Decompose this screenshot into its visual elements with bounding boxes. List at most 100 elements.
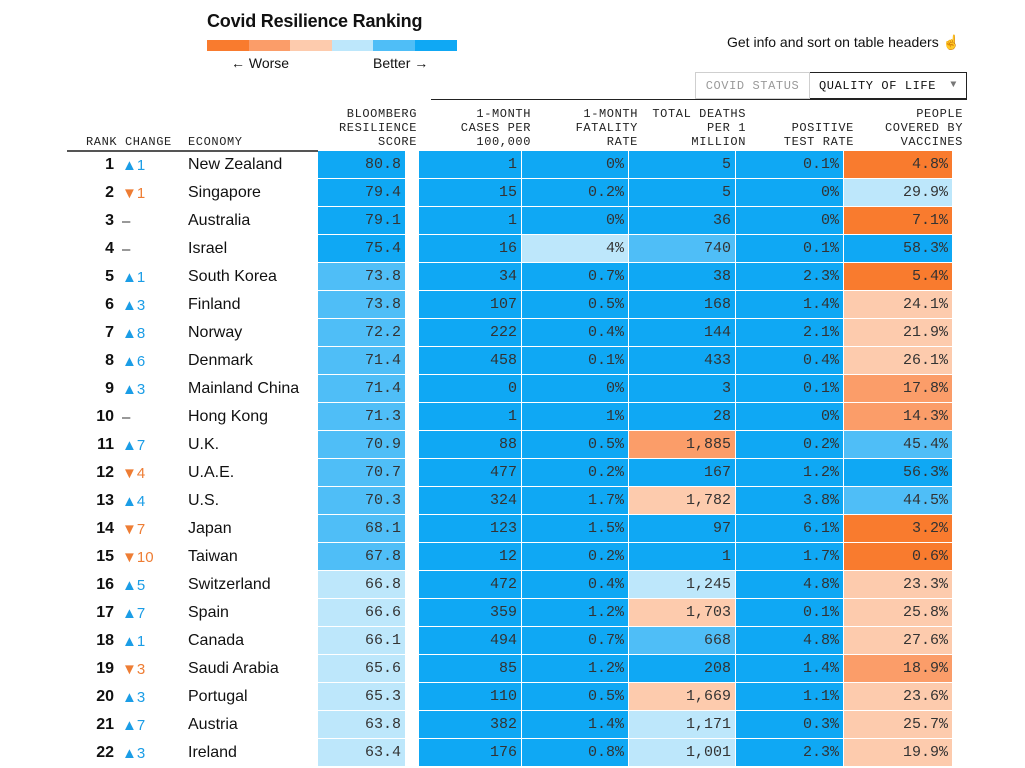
fatality-cell: 0.7% <box>522 263 629 291</box>
positive-cell: 0.1% <box>736 599 844 627</box>
vaccines-cell: 5.4% <box>844 263 953 291</box>
table-row: 14 ▼7 Japan 68.1 123 1.5% 97 6.1% 3.2% <box>0 515 953 543</box>
change-cell: ▲7 <box>122 604 146 622</box>
positive-cell: 0% <box>736 207 844 235</box>
fatality-cell: 4% <box>522 235 629 263</box>
positive-cell: 4.8% <box>736 571 844 599</box>
cases-cell: 382 <box>419 711 522 739</box>
deaths-cell: 5 <box>629 179 736 207</box>
column-header-economy[interactable]: ECONOMY <box>188 135 243 149</box>
vaccines-cell: 25.7% <box>844 711 953 739</box>
header-rule <box>431 99 967 100</box>
rank-cell: 9 <box>105 380 114 397</box>
column-header-resilience-score[interactable]: BLOOMBERG RESILIENCE SCORE <box>338 107 417 149</box>
cases-cell: 123 <box>419 515 522 543</box>
cases-cell: 1 <box>419 151 522 179</box>
scale-swatch <box>248 40 291 51</box>
positive-cell: 0.1% <box>736 235 844 263</box>
table-row: 4– Israel 75.4 16 4% 740 0.1% 58.3% <box>0 235 953 263</box>
vaccines-cell: 25.8% <box>844 599 953 627</box>
change-cell: ▼1 <box>122 184 146 202</box>
vaccines-cell: 23.6% <box>844 683 953 711</box>
column-header-change[interactable]: CHANGE <box>125 135 172 149</box>
deaths-cell: 36 <box>629 207 736 235</box>
rank-cell: 21 <box>96 716 114 733</box>
rank-cell: 14 <box>96 520 114 537</box>
deaths-cell: 1,703 <box>629 599 736 627</box>
cases-cell: 107 <box>419 291 522 319</box>
positive-cell: 4.8% <box>736 627 844 655</box>
economy-cell: Hong Kong <box>188 408 269 425</box>
column-header-deaths[interactable]: TOTAL DEATHS PER 1 MILLION <box>652 107 746 149</box>
fatality-cell: 0.5% <box>522 431 629 459</box>
economy-cell: Australia <box>188 212 251 229</box>
vaccines-cell: 3.2% <box>844 515 953 543</box>
view-tabs: COVID STATUS QUALITY OF LIFE ▼ <box>695 72 967 99</box>
fatality-cell: 0.7% <box>522 627 629 655</box>
tab-covid-status[interactable]: COVID STATUS <box>695 72 810 99</box>
positive-cell: 1.4% <box>736 291 844 319</box>
fatality-cell: 1.2% <box>522 655 629 683</box>
deaths-cell: 5 <box>629 151 736 179</box>
deaths-cell: 168 <box>629 291 736 319</box>
score-cell: 63.8 <box>318 711 419 739</box>
change-cell: ▼10 <box>122 548 154 566</box>
rank-cell: 13 <box>96 492 114 509</box>
economy-cell: South Korea <box>188 268 277 285</box>
change-cell: ▲3 <box>122 744 146 762</box>
table-row: 7 ▲8 Norway 72.2 222 0.4% 144 2.1% 21.9% <box>0 319 953 347</box>
deaths-cell: 1,001 <box>629 739 736 767</box>
positive-cell: 1.7% <box>736 543 844 571</box>
vaccines-cell: 0.6% <box>844 543 953 571</box>
deaths-cell: 668 <box>629 627 736 655</box>
fatality-cell: 0.5% <box>522 291 629 319</box>
deaths-cell: 3 <box>629 375 736 403</box>
economy-cell: Austria <box>188 716 238 733</box>
column-header-positive-rate[interactable]: POSITIVE TEST RATE <box>783 121 854 149</box>
rank-cell: 12 <box>96 464 114 481</box>
score-cell: 70.9 <box>318 431 419 459</box>
economy-cell: Japan <box>188 520 232 537</box>
cases-cell: 176 <box>419 739 522 767</box>
column-header-vaccines[interactable]: PEOPLE COVERED BY VACCINES <box>884 107 963 149</box>
score-cell: 66.8 <box>318 571 419 599</box>
rank-cell: 4 <box>105 240 114 257</box>
deaths-cell: 208 <box>629 655 736 683</box>
economy-cell: Ireland <box>188 744 237 761</box>
cases-cell: 15 <box>419 179 522 207</box>
economy-cell: Saudi Arabia <box>188 660 279 677</box>
cases-cell: 222 <box>419 319 522 347</box>
positive-cell: 0.4% <box>736 347 844 375</box>
rank-cell: 5 <box>105 268 114 285</box>
positive-cell: 0.1% <box>736 375 844 403</box>
cases-cell: 16 <box>419 235 522 263</box>
rank-cell: 6 <box>105 296 114 313</box>
cases-cell: 12 <box>419 543 522 571</box>
table-row: 3– Australia 79.1 1 0% 36 0% 7.1% <box>0 207 953 235</box>
rank-cell: 19 <box>96 660 114 677</box>
score-cell: 66.6 <box>318 599 419 627</box>
legend-worse-label: ← Worse <box>231 55 290 71</box>
tab-quality-of-life[interactable]: QUALITY OF LIFE ▼ <box>810 72 967 99</box>
positive-cell: 1.2% <box>736 459 844 487</box>
deaths-cell: 433 <box>629 347 736 375</box>
change-cell: ▲1 <box>122 156 146 174</box>
sort-info-link[interactable]: Get info and sort on table headers ☝ <box>727 34 961 50</box>
legend-better-label: Better → <box>373 55 429 71</box>
vaccines-cell: 44.5% <box>844 487 953 515</box>
fatality-cell: 0.2% <box>522 543 629 571</box>
score-cell: 71.3 <box>318 403 419 431</box>
score-cell: 80.8 <box>318 151 419 179</box>
change-cell: ▲3 <box>122 380 146 398</box>
column-header-rank[interactable]: RANK <box>86 135 118 149</box>
economy-cell: Portugal <box>188 688 248 705</box>
cases-cell: 458 <box>419 347 522 375</box>
vaccines-cell: 7.1% <box>844 207 953 235</box>
change-cell: ▲8 <box>122 324 146 342</box>
ranking-table-body: 1 ▲1 New Zealand 80.8 1 0% 5 0.1% 4.8% 2 ▼1 Singapo… <box>0 151 953 767</box>
cases-cell: 0 <box>419 375 522 403</box>
column-header-fatality[interactable]: 1-MONTH FATALITY RATE <box>575 107 638 149</box>
change-cell: – <box>122 212 131 230</box>
table-row: 5 ▲1 South Korea 73.8 34 0.7% 38 2.3% 5.4% <box>0 263 953 291</box>
column-header-cases[interactable]: 1-MONTH CASES PER 100,000 <box>460 107 531 149</box>
